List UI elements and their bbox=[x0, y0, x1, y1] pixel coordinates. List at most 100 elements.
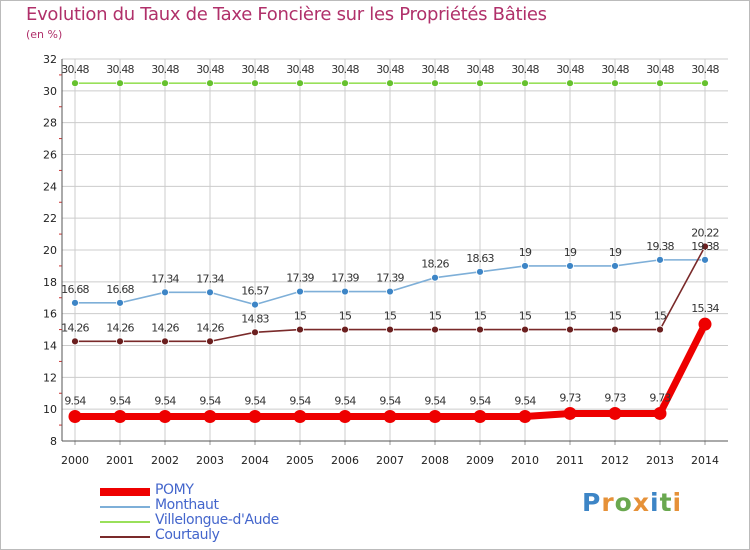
data-label: 15 bbox=[474, 310, 487, 323]
tick-labels: 8 10 12 14 16 18 20 22 24 26 28 30 32 2000 2001 2002 200… bbox=[43, 53, 719, 467]
data-label: 9.54 bbox=[154, 394, 176, 407]
data-point bbox=[431, 79, 439, 88]
y-tick-label: 30 bbox=[43, 85, 57, 98]
data-label: 9.54 bbox=[64, 394, 86, 407]
y-tick-label: 28 bbox=[43, 117, 57, 130]
data-point bbox=[521, 262, 529, 270]
data-point bbox=[611, 325, 619, 334]
data-point bbox=[341, 325, 349, 334]
logo-letter: o bbox=[614, 488, 633, 517]
data-label: 30.48 bbox=[331, 63, 359, 76]
data-point bbox=[251, 328, 259, 337]
data-label: 18.26 bbox=[421, 258, 449, 271]
data-point bbox=[653, 406, 667, 420]
data-label: 20.22 bbox=[691, 226, 719, 239]
data-label: 9.54 bbox=[109, 394, 131, 407]
data-label: 19.38 bbox=[691, 240, 719, 253]
data-labels: 9.54 9.54 9.54 9.54 9.54 9.54 9.54 9.54 9.54 9.54… bbox=[61, 63, 720, 407]
data-point bbox=[566, 79, 574, 88]
y-tick-label: 10 bbox=[43, 403, 57, 416]
data-point bbox=[68, 409, 82, 423]
data-point bbox=[383, 409, 397, 423]
data-label: 30.48 bbox=[376, 63, 404, 76]
data-point bbox=[338, 409, 352, 423]
data-point bbox=[341, 79, 349, 88]
legend-label: Courtauly bbox=[155, 527, 220, 543]
data-label: 30.48 bbox=[511, 63, 539, 76]
x-tick-label: 2002 bbox=[151, 454, 179, 467]
data-label: 19 bbox=[564, 246, 577, 259]
data-point bbox=[701, 242, 709, 251]
data-point bbox=[206, 337, 214, 346]
data-label: 14.83 bbox=[241, 312, 269, 325]
data-point bbox=[656, 255, 664, 264]
x-tick-label: 2010 bbox=[511, 454, 539, 467]
y-tick-label: 24 bbox=[43, 180, 57, 193]
data-point bbox=[701, 255, 709, 264]
data-point bbox=[71, 337, 79, 346]
logo-letter: x bbox=[632, 488, 650, 517]
x-tick-label: 2012 bbox=[601, 454, 629, 467]
data-label: 30.48 bbox=[646, 63, 674, 76]
legend-label: POMY bbox=[155, 482, 194, 498]
data-point bbox=[386, 287, 394, 296]
x-tick-label: 2006 bbox=[331, 454, 359, 467]
data-label: 9.73 bbox=[604, 391, 626, 404]
data-point bbox=[161, 337, 169, 346]
y-tick-label: 18 bbox=[43, 276, 57, 289]
data-label: 17.39 bbox=[331, 272, 359, 285]
data-point bbox=[116, 337, 124, 346]
data-label: 17.34 bbox=[196, 272, 224, 285]
y-tick-label: 32 bbox=[43, 53, 57, 66]
data-label: 14.26 bbox=[151, 321, 179, 334]
data-point bbox=[611, 262, 619, 270]
data-point bbox=[116, 79, 124, 88]
x-tick-label: 2005 bbox=[286, 454, 314, 467]
data-label: 30.48 bbox=[286, 63, 314, 76]
data-point bbox=[113, 409, 127, 423]
data-label: 15 bbox=[294, 310, 307, 323]
data-label: 14.26 bbox=[196, 321, 224, 334]
data-label: 17.39 bbox=[286, 272, 314, 285]
legend-swatch bbox=[100, 536, 150, 538]
data-point bbox=[701, 79, 709, 88]
data-label: 9.54 bbox=[289, 394, 311, 407]
data-label: 15 bbox=[564, 310, 577, 323]
x-tick-label: 2014 bbox=[691, 454, 719, 467]
data-label: 19.38 bbox=[646, 240, 674, 253]
proxiti-logo: Proxiti bbox=[582, 488, 682, 517]
data-point bbox=[293, 409, 307, 423]
x-tick-label: 2001 bbox=[106, 454, 134, 467]
data-point bbox=[521, 79, 529, 88]
data-point bbox=[656, 325, 664, 334]
data-point bbox=[656, 79, 664, 88]
data-label: 9.54 bbox=[424, 394, 446, 407]
y-tick-label: 12 bbox=[43, 371, 57, 384]
data-label: 16.68 bbox=[61, 283, 89, 296]
data-point bbox=[476, 325, 484, 334]
data-point bbox=[611, 79, 619, 88]
logo-letter: t bbox=[659, 488, 673, 517]
data-label: 17.39 bbox=[376, 272, 404, 285]
data-point bbox=[566, 325, 574, 334]
data-label: 30.48 bbox=[466, 63, 494, 76]
y-tick-label: 8 bbox=[50, 435, 57, 448]
data-point bbox=[206, 79, 214, 88]
legend-item: Monthaut bbox=[100, 497, 360, 513]
data-point bbox=[386, 79, 394, 88]
data-point bbox=[431, 325, 439, 334]
data-label: 19 bbox=[519, 246, 532, 259]
x-tick-label: 2009 bbox=[466, 454, 494, 467]
data-label: 30.48 bbox=[196, 63, 224, 76]
y-axis-unit: (en %) bbox=[26, 28, 63, 41]
logo-letter: r bbox=[601, 488, 615, 517]
data-label: 9.73 bbox=[559, 391, 581, 404]
logo-letter: i bbox=[672, 488, 683, 517]
data-label: 30.48 bbox=[151, 63, 179, 76]
data-label: 15 bbox=[339, 310, 352, 323]
data-point bbox=[158, 409, 172, 423]
data-point bbox=[251, 300, 259, 309]
data-label: 15 bbox=[519, 310, 532, 323]
data-point bbox=[206, 288, 214, 297]
